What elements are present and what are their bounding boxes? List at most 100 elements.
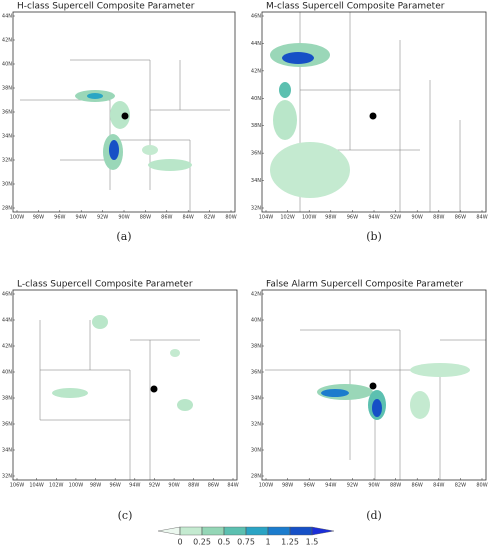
y-tick-label: 38N xyxy=(2,396,12,402)
blob xyxy=(148,159,192,171)
x-tick-label: 102W xyxy=(280,215,295,221)
x-tick-label: 84W xyxy=(183,215,194,221)
x-tick-label: 82W xyxy=(455,483,466,489)
location-dot xyxy=(369,112,377,120)
y-tick-label: 28N xyxy=(251,474,261,480)
y-tick-label: 38N xyxy=(251,344,261,350)
map-a xyxy=(20,59,230,212)
blob xyxy=(410,363,470,377)
map-d xyxy=(265,329,486,480)
y-tick-label: 40N xyxy=(251,96,261,102)
x-tick-label: 84W xyxy=(476,215,487,221)
x-tick-label: 102W xyxy=(49,483,64,489)
state-lines xyxy=(299,12,461,212)
x-tick-label: 88W xyxy=(140,215,151,221)
y-tick-label: 40N xyxy=(2,62,12,68)
blob xyxy=(282,52,314,64)
y-tick-label: 46N xyxy=(2,292,12,298)
y-tick-label: 32N xyxy=(2,158,12,164)
y-tick-label: 44N xyxy=(2,318,12,324)
colorbar-label: 0.75 xyxy=(237,538,255,547)
y-tick-label: 36N xyxy=(251,370,261,376)
x-tick-label: 98W xyxy=(325,215,336,221)
x-tick-label: 86W xyxy=(455,215,466,221)
blob xyxy=(52,388,88,398)
y-tick-label: 44N xyxy=(2,14,12,20)
y-tick-label: 28N xyxy=(2,206,12,212)
y-tick-label: 42N xyxy=(251,68,261,74)
blob xyxy=(410,391,430,419)
colorbar-segment xyxy=(223,526,247,536)
x-tick-label: 82W xyxy=(204,215,215,221)
x-tick-label: 96W xyxy=(110,483,121,489)
map-frame xyxy=(12,289,238,481)
panel-caption: (b) xyxy=(366,230,382,243)
location-dot xyxy=(150,385,158,393)
x-tick-label: 88W xyxy=(390,483,401,489)
x-tick-label: 94W xyxy=(129,483,140,489)
panel-title: False Alarm Supercell Composite Paramete… xyxy=(266,280,463,290)
location-dot xyxy=(369,382,377,390)
x-tick-label: 88W xyxy=(188,483,199,489)
y-tick-label: 36N xyxy=(2,422,12,428)
y-tick-label: 32N xyxy=(251,422,261,428)
y-tick-label: 42N xyxy=(2,344,12,350)
y-tick-label: 30N xyxy=(2,182,12,188)
x-tick-label: 90W xyxy=(412,215,423,221)
x-tick-label: 94W xyxy=(76,215,87,221)
blob xyxy=(110,101,130,129)
y-tick-label: 38N xyxy=(251,123,261,129)
y-tick-label: 40N xyxy=(2,370,12,376)
panel-title: M-class Supercell Composite Parameter xyxy=(266,2,445,12)
x-tick-label: 84W xyxy=(433,483,444,489)
x-tick-label: 92W xyxy=(149,483,160,489)
panel-title: L-class Supercell Composite Parameter xyxy=(17,280,193,290)
blob xyxy=(279,82,291,98)
blob xyxy=(372,399,382,417)
x-tick-label: 98W xyxy=(282,483,293,489)
x-tick-label: 84W xyxy=(227,483,238,489)
blob xyxy=(170,349,180,357)
state-lines xyxy=(39,320,200,480)
x-tick-label: 106W xyxy=(10,483,25,489)
y-tick-label: 46N xyxy=(251,14,261,20)
x-tick-label: 94W xyxy=(325,483,336,489)
x-tick-label: 92W xyxy=(390,215,401,221)
panel-caption: (d) xyxy=(366,509,382,522)
x-tick-label: 92W xyxy=(347,483,358,489)
colorbar-arrow xyxy=(311,526,335,536)
blob xyxy=(177,399,193,411)
x-tick-label: 96W xyxy=(54,215,65,221)
x-tick-label: 90W xyxy=(368,483,379,489)
x-tick-label: 98W xyxy=(33,215,44,221)
colorbar-label: 0 xyxy=(177,538,182,547)
x-tick-label: 96W xyxy=(347,215,358,221)
colorbar-label: 1.5 xyxy=(306,538,319,547)
colorbar-label: 1.25 xyxy=(281,538,299,547)
colorbar-segment xyxy=(289,526,313,536)
blob xyxy=(270,142,350,198)
x-tick-label: 96W xyxy=(304,483,315,489)
blob xyxy=(92,315,108,329)
x-tick-label: 104W xyxy=(29,483,44,489)
colorbar-label: 0.25 xyxy=(193,538,211,547)
state-lines xyxy=(20,59,230,212)
x-tick-label: 86W xyxy=(412,483,423,489)
y-tick-label: 34N xyxy=(2,134,12,140)
y-tick-label: 32N xyxy=(2,474,12,480)
blob xyxy=(273,100,297,140)
y-tick-label: 32N xyxy=(251,206,261,212)
colorbar-segment xyxy=(179,526,203,536)
x-tick-label: 100W xyxy=(10,215,25,221)
y-tick-label: 42N xyxy=(251,292,261,298)
y-tick-label: 44N xyxy=(251,41,261,47)
colorbar-label: 0.5 xyxy=(218,538,231,547)
y-tick-label: 40N xyxy=(251,318,261,324)
x-tick-label: 90W xyxy=(118,215,129,221)
y-tick-label: 42N xyxy=(2,38,12,44)
x-tick-label: 100W xyxy=(69,483,84,489)
x-tick-label: 100W xyxy=(259,483,274,489)
colorbar-label: 1 xyxy=(265,538,270,547)
y-tick-label: 30N xyxy=(251,448,261,454)
